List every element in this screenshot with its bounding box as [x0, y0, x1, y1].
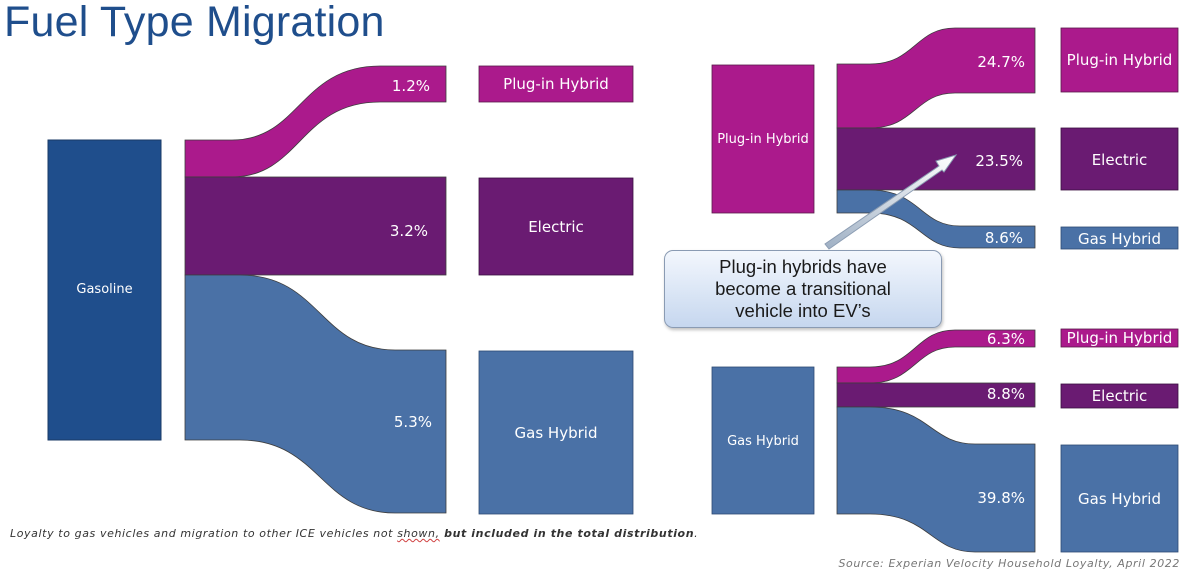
- footnote: Loyalty to gas vehicles and migration to…: [10, 527, 698, 540]
- tr-target-electric-node: [1060, 127, 1179, 191]
- flow-gashybrid-to-plugin: [836, 329, 1036, 384]
- flow-gashybrid-to-plugin-value: 6.3%: [987, 330, 1025, 348]
- flow-gasoline-to-electric: [184, 176, 447, 276]
- source-citation: Source: Experian Velocity Household Loya…: [838, 557, 1180, 570]
- plugin-source-node: [711, 64, 815, 214]
- target-gashybrid-node: [478, 350, 634, 515]
- flow-gashybrid-to-gashybrid: [836, 406, 1036, 553]
- top-right-sankey: Plug-in Hybrid 24.7% 23.5% 8.6% Plug-in …: [711, 27, 1179, 250]
- flow-plugin-to-electric-value: 23.5%: [975, 152, 1023, 170]
- target-electric-node: [478, 177, 634, 276]
- target-plugin-label: Plug-in Hybrid: [503, 75, 609, 93]
- footnote-part-3: but included in the total distribution: [439, 527, 695, 540]
- flow-gasoline-to-gashybrid-value: 5.3%: [394, 413, 432, 431]
- footnote-part-4: .: [694, 527, 699, 540]
- gasoline-node: [47, 139, 162, 441]
- callout-line-2: become a transitional: [715, 278, 891, 299]
- flow-gasoline-to-plugin-value: 1.2%: [392, 77, 430, 95]
- target-gashybrid-label: Gas Hybrid: [515, 424, 598, 442]
- callout-line-1: Plug-in hybrids have: [719, 256, 887, 277]
- tr-target-plugin-node: [1060, 27, 1179, 93]
- flow-plugin-to-electric: [836, 127, 1036, 191]
- br-target-electric-node: [1060, 383, 1179, 409]
- tr-target-gashybrid-node: [1060, 226, 1179, 250]
- flow-gashybrid-to-gashybrid-value: 39.8%: [977, 489, 1025, 507]
- br-target-plugin-node: [1060, 328, 1179, 348]
- callout-line-3: vehicle into EV’s: [735, 300, 871, 321]
- callout-box: Plug-in hybrids have become a transition…: [664, 250, 942, 328]
- br-target-plugin-label: Plug-in Hybrid: [1067, 329, 1173, 347]
- flow-plugin-to-plugin: [836, 27, 1036, 129]
- page-title: Fuel Type Migration: [4, 0, 385, 46]
- target-electric-label: Electric: [528, 218, 584, 236]
- callout-arrow: [824, 154, 958, 250]
- gashybrid-source-label: Gas Hybrid: [727, 434, 799, 449]
- flow-gashybrid-to-electric-value: 8.8%: [987, 385, 1025, 403]
- br-target-gashybrid-label: Gas Hybrid: [1078, 490, 1161, 508]
- left-sankey: Gasoline 1.2% 3.2% 5.3% Plug-in Hybrid E…: [47, 65, 634, 515]
- flow-gasoline-to-plugin: [184, 65, 447, 178]
- tr-target-electric-label: Electric: [1092, 151, 1148, 169]
- bottom-right-sankey: Gas Hybrid 6.3% 8.8% 39.8% Plug-in Hybri…: [711, 328, 1179, 553]
- target-plugin-node: [478, 65, 634, 103]
- gasoline-node-label: Gasoline: [76, 282, 132, 297]
- footnote-part-1: Loyalty to gas vehicles and migration to…: [10, 527, 398, 540]
- tr-target-gashybrid-label: Gas Hybrid: [1078, 230, 1161, 248]
- flow-gasoline-to-electric-value: 3.2%: [390, 222, 428, 240]
- flow-gashybrid-to-electric: [836, 382, 1036, 408]
- flow-gasoline-to-gashybrid: [184, 274, 447, 514]
- gashybrid-source-node: [711, 366, 815, 515]
- plugin-source-label: Plug-in Hybrid: [717, 132, 809, 147]
- flow-plugin-to-plugin-value: 24.7%: [977, 53, 1025, 71]
- footnote-part-2: shown,: [397, 527, 440, 540]
- flow-plugin-to-gashybrid-value: 8.6%: [985, 229, 1023, 247]
- br-target-gashybrid-node: [1060, 444, 1179, 553]
- br-target-electric-label: Electric: [1092, 387, 1148, 405]
- tr-target-plugin-label: Plug-in Hybrid: [1067, 51, 1173, 69]
